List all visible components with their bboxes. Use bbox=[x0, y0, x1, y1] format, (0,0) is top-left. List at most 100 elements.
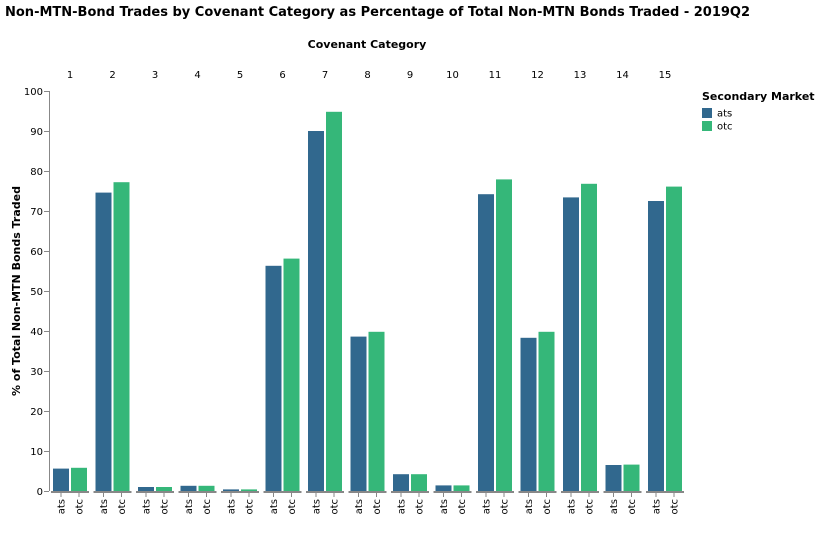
legend-title: Secondary Market bbox=[702, 90, 815, 103]
facet-header-label: 8 bbox=[364, 70, 370, 81]
x-tick-label: otc bbox=[670, 499, 681, 515]
column-axis-title: Covenant Category bbox=[308, 38, 427, 51]
bar-ats-3 bbox=[138, 487, 154, 491]
bar-otc-8 bbox=[368, 331, 385, 491]
bar-otc-10 bbox=[453, 485, 470, 491]
bar-ats-13 bbox=[563, 197, 579, 491]
y-tick-label: 20 bbox=[30, 407, 43, 418]
x-tick-label: otc bbox=[542, 499, 553, 515]
facet-column-4: 4 ats otc bbox=[178, 70, 217, 515]
bar-otc-7 bbox=[326, 111, 342, 492]
bar-otc-6 bbox=[283, 258, 300, 491]
y-tick-label: 90 bbox=[30, 127, 43, 138]
bar-ats-5 bbox=[223, 489, 239, 491]
facet-header-label: 13 bbox=[574, 70, 587, 81]
facet-column-10: 10 ats otc bbox=[433, 70, 472, 515]
facet-header-label: 10 bbox=[446, 70, 459, 81]
bar-ats-15 bbox=[648, 201, 664, 491]
x-tick-label: ats bbox=[57, 499, 68, 514]
x-tick-label: ats bbox=[524, 499, 535, 514]
y-tick-label: 100 bbox=[24, 87, 43, 98]
x-tick-label: otc bbox=[245, 499, 256, 515]
bar-ats-7 bbox=[308, 131, 324, 491]
facet-column-2: 2 ats otc bbox=[93, 70, 132, 515]
x-tick-label: otc bbox=[500, 499, 511, 515]
facet-column-8: 8 ats otc bbox=[348, 70, 387, 515]
y-tick-label: 80 bbox=[30, 167, 43, 178]
facet-column-7: 7 ats otc bbox=[306, 70, 344, 515]
x-tick-label: otc bbox=[202, 499, 213, 515]
facet-header-label: 4 bbox=[194, 70, 200, 81]
x-tick-label: ats bbox=[227, 499, 238, 514]
bar-otc-13 bbox=[581, 183, 597, 492]
bar-otc-4 bbox=[198, 485, 215, 491]
x-tick-label: otc bbox=[117, 499, 128, 515]
bar-ats-10 bbox=[435, 485, 452, 491]
bar-ats-11 bbox=[478, 194, 494, 491]
x-tick-label: otc bbox=[585, 499, 596, 515]
facet-header-label: 1 bbox=[67, 70, 73, 81]
bar-ats-12 bbox=[520, 337, 537, 491]
x-tick-label: ats bbox=[184, 499, 195, 514]
facet-header-label: 3 bbox=[152, 70, 158, 81]
y-tick-label: 70 bbox=[30, 207, 43, 218]
x-tick-label: ats bbox=[397, 499, 408, 514]
chart-title: Non-MTN-Bond Trades by Covenant Category… bbox=[5, 5, 750, 20]
y-tick-label: 60 bbox=[30, 247, 43, 258]
facet-column-11: 11 ats otc bbox=[476, 70, 514, 515]
x-tick-label: ats bbox=[652, 499, 663, 514]
bar-ats-6 bbox=[265, 265, 282, 491]
facet-header-label: 9 bbox=[407, 70, 413, 81]
x-tick-label: otc bbox=[160, 499, 171, 515]
x-tick-label: ats bbox=[439, 499, 450, 514]
bar-otc-1 bbox=[71, 467, 87, 491]
legend-label-otc: otc bbox=[717, 122, 733, 133]
x-tick-label: ats bbox=[99, 499, 110, 514]
bar-otc-2 bbox=[113, 182, 130, 491]
bar-otc-11 bbox=[496, 179, 512, 491]
x-tick-label: ats bbox=[312, 499, 323, 514]
bar-ats-2 bbox=[95, 192, 112, 491]
y-axis-title: % of Total Non-MTN Bonds Traded bbox=[10, 186, 23, 396]
facet-header-label: 7 bbox=[322, 70, 328, 81]
x-tick-label: otc bbox=[75, 499, 86, 515]
x-tick-label: ats bbox=[354, 499, 365, 514]
x-tick-label: ats bbox=[269, 499, 280, 514]
bar-ats-14 bbox=[605, 465, 622, 491]
facet-header-label: 6 bbox=[279, 70, 285, 81]
y-tick-label: 50 bbox=[30, 287, 43, 298]
facet-column-6: 6 ats otc bbox=[263, 70, 302, 515]
legend-label-ats: ats bbox=[717, 109, 732, 120]
facet-column-12: 12 ats otc bbox=[518, 70, 557, 515]
legend-swatch-otc bbox=[702, 121, 712, 131]
y-tick-label: 30 bbox=[30, 367, 43, 378]
x-tick-label: otc bbox=[415, 499, 426, 515]
x-tick-label: ats bbox=[482, 499, 493, 514]
y-tick-label: 40 bbox=[30, 327, 43, 338]
bar-otc-9 bbox=[411, 474, 427, 491]
bar-otc-3 bbox=[156, 487, 172, 491]
facet-column-1: 1 ats otc bbox=[51, 70, 89, 515]
x-tick-label: otc bbox=[287, 499, 298, 515]
facet-header-label: 14 bbox=[616, 70, 629, 81]
x-tick-label: ats bbox=[567, 499, 578, 514]
bar-ats-8 bbox=[350, 336, 367, 491]
facet-column-14: 14 ats otc bbox=[603, 70, 642, 515]
facet-header-label: 11 bbox=[489, 70, 502, 81]
facet-header-label: 12 bbox=[531, 70, 544, 81]
x-tick-label: ats bbox=[609, 499, 620, 514]
x-tick-label: ats bbox=[142, 499, 153, 514]
y-tick-label: 0 bbox=[37, 487, 43, 498]
legend: Secondary Market ats otc bbox=[702, 90, 815, 133]
bar-ats-1 bbox=[53, 468, 69, 491]
facet-header-label: 15 bbox=[659, 70, 672, 81]
facet-header-label: 5 bbox=[237, 70, 243, 81]
y-axis: 0 10 20 30 40 50 60 70 80 90 100 bbox=[24, 87, 50, 498]
facet-column-9: 9 ats otc bbox=[391, 70, 429, 515]
bar-otc-5 bbox=[241, 489, 257, 491]
x-tick-label: otc bbox=[330, 499, 341, 515]
bar-otc-14 bbox=[623, 464, 640, 491]
bar-ats-9 bbox=[393, 474, 409, 491]
